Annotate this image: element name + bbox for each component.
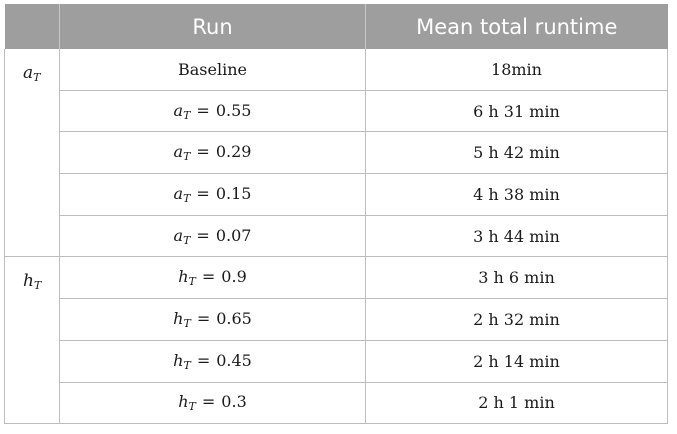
run-cell: aT = 0.07 (59, 215, 366, 258)
runtime-cell: 2 h 32 min (365, 298, 668, 341)
table-row: aT = 0.07 3 h 44 min (5, 215, 668, 258)
run-cell: aT = 0.55 (59, 90, 366, 133)
group-label: hT (4, 256, 60, 425)
math-operator: = (196, 308, 211, 328)
table-body: aT Baseline 18min aT = 0.55 6 h 31 min aT = 0.29 5… (4, 49, 668, 425)
table-row: hT hT = 0.9 3 h 6 min (4, 256, 668, 425)
math-variable: h (173, 350, 184, 370)
math-variable: a (23, 63, 34, 83)
math-subscript: T (188, 400, 196, 414)
header-row: Run Mean total runtime (4, 4, 668, 49)
table-row: hT = 0.45 2 h 14 min (5, 340, 668, 383)
run-cell: hT = 0.45 (59, 340, 366, 383)
run-cell: aT = 0.15 (59, 173, 366, 216)
math-value: 0.45 (216, 350, 252, 370)
math-subscript: T (183, 191, 191, 205)
group-label: aT (4, 49, 60, 258)
math-subscript: T (183, 316, 191, 330)
math-subscript: T (183, 108, 191, 122)
math-variable: h (23, 271, 34, 292)
math-value: 0.55 (215, 100, 252, 120)
math-subscript: T (33, 279, 42, 293)
runtime-cell: 5 h 42 min (365, 131, 668, 175)
math-subscript: T (33, 71, 41, 84)
math-value: 0.15 (215, 183, 252, 203)
math-variable: h (178, 267, 189, 287)
table-row: hT = 0.3 2 h 1 min (5, 382, 668, 425)
math-variable: a (173, 142, 184, 162)
math-operator: = (196, 100, 210, 120)
run-cell: aT = 0.29 (59, 131, 366, 175)
math-variable: h (173, 308, 184, 328)
math-operator: = (201, 267, 216, 287)
math-variable: a (173, 225, 184, 245)
run-cell: Baseline (59, 49, 366, 91)
runtime-cell: 3 h 6 min (365, 256, 668, 300)
table-row: aT = 0.55 6 h 31 min (5, 90, 668, 133)
runtime-table: Run Mean total runtime aT Baseline 18min aT… (4, 4, 668, 425)
runtime-cell: 3 h 44 min (365, 215, 668, 258)
math-value: 0.9 (221, 267, 247, 287)
math-variable: a (173, 183, 184, 203)
math-variable: a (173, 100, 184, 120)
math-subscript: T (183, 358, 191, 372)
runtime-cell: 18min (365, 49, 668, 91)
math-operator: = (196, 225, 210, 245)
math-subscript: T (188, 275, 196, 289)
table-row: aT = 0.15 4 h 38 min (5, 173, 668, 216)
math-operator: = (196, 350, 211, 370)
table-row: aT Baseline 18min (4, 49, 668, 258)
table-row: aT = 0.29 5 h 42 min (5, 131, 668, 175)
math-operator: = (196, 142, 210, 162)
table-header: Run Mean total runtime (4, 4, 668, 49)
math-value: 0.65 (216, 308, 252, 328)
run-cell: hT = 0.3 (59, 382, 366, 425)
runtime-cell: 2 h 14 min (365, 340, 668, 383)
header-run: Run (59, 4, 366, 49)
runtime-cell: 2 h 1 min (365, 382, 668, 425)
math-subscript: T (183, 150, 191, 164)
runtime-cell: 4 h 38 min (365, 173, 668, 216)
math-value: 0.29 (215, 142, 252, 162)
run-cell: hT = 0.65 (59, 298, 366, 341)
math-operator: = (196, 183, 210, 203)
table-row: hT = 0.65 2 h 32 min (5, 298, 668, 341)
header-mean-total-runtime: Mean total runtime (365, 4, 668, 49)
run-cell: hT = 0.9 (59, 256, 366, 300)
math-subscript: T (183, 233, 191, 247)
math-value: 0.3 (221, 392, 247, 412)
runtime-cell: 6 h 31 min (365, 90, 668, 133)
math-operator: = (201, 392, 216, 412)
math-value: 0.07 (215, 225, 252, 245)
header-group-column (4, 4, 60, 49)
math-variable: h (178, 392, 189, 412)
